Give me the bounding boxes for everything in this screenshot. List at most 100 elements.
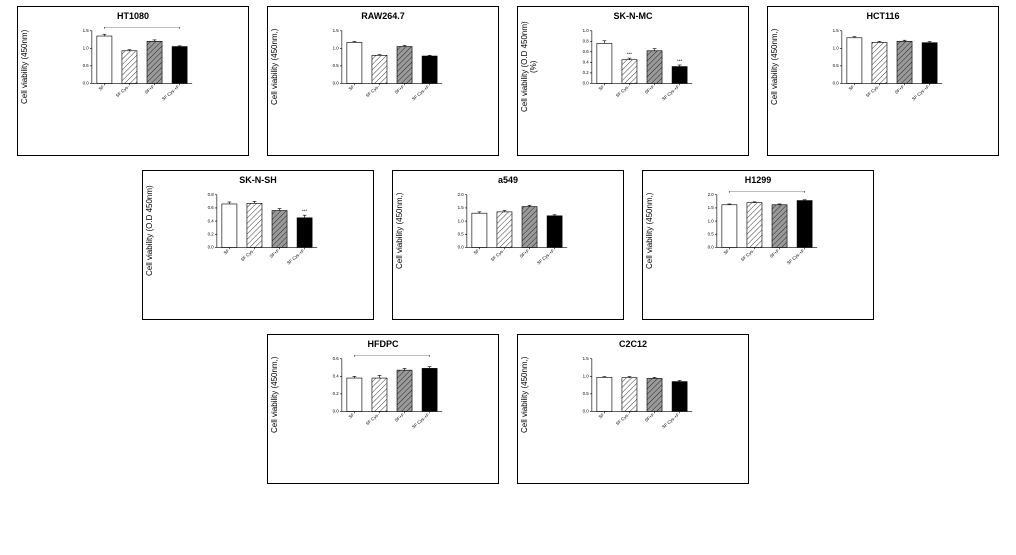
chart-row: HFDPCCell viability (450nm,)0.00.20.40.6… [0,320,1016,484]
chart-title: SK-N-MC [518,11,748,21]
bar [97,36,112,83]
x-tick-label: SF+F [144,84,156,95]
x-tick-label: SF Cys-+F [911,84,931,102]
bar [347,42,362,83]
bar [622,60,637,84]
chart-svg: 0.00.51.01.5SFSF Cys-SF+FSF Cys-+F* [562,355,722,439]
bar [422,56,437,83]
x-tick-label: SF+F [894,84,906,95]
significance-label: *** [677,58,682,63]
bar [347,378,362,411]
y-tick-label: 0.8 [583,39,590,44]
bar [647,378,662,411]
y-tick-label: 1.5 [583,356,590,361]
y-tick-label: 0.6 [583,49,590,54]
x-tick-label: SF Cys- [490,248,506,262]
chart-panel-ht1080: HT1080Cell viability (450nm)0.00.51.01.5… [17,6,249,156]
bar [372,378,387,411]
x-tick-label: SF Cys- [615,412,631,426]
y-tick-label: 0.0 [83,81,90,86]
y-tick-label: 2.0 [458,192,465,197]
y-tick-label: 0.0 [208,245,215,250]
y-tick-label: 0.5 [833,63,840,68]
x-tick-label: SF+F [269,248,281,259]
y-tick-label: 0.5 [333,63,340,68]
chart-svg: 0.00.20.40.6SFSF Cys-SF+FSF Cys-+F**** [312,355,472,439]
bar [122,51,137,84]
bar [772,205,787,248]
x-tick-label: SF+F [394,412,406,423]
bar [472,213,487,247]
chart-panel-sknsh: SK-N-SHCell viability (O.D 450nm) 0.0 0.2 0… [142,170,374,320]
chart-svg: 0.00.51.01.52.0SFSF Cys-SF+FSF Cys-+F*** [437,191,597,275]
significance-label: *** [302,209,307,214]
bar [922,43,937,84]
x-tick-label: SF Cys-+F [161,84,181,102]
x-tick-label: SF Cys-+F [286,248,306,266]
chart-title: RAW264.7 [268,11,498,21]
x-tick-label: SF Cys- [740,248,756,262]
chart-svg: 0.00.51.01.5SFSF Cys-SF+FSF Cys-+F******… [62,27,222,111]
x-tick-label: SF Cys-+F [411,84,431,102]
y-tick-label: 0.2 [333,391,340,396]
figure-grid: { "global": { "x_categories": ["SF", "SF… [0,0,1016,555]
y-tick-label: 0.0 [333,81,340,86]
bar [747,203,762,248]
bar [847,38,862,84]
x-tick-label: SF+F [644,412,656,423]
bar [672,67,687,84]
y-tick-label: 1.5 [83,28,90,33]
bar [497,212,512,248]
bar [622,378,637,412]
y-tick-label: 0.0 [583,81,590,86]
bar [647,51,662,84]
chart-panel-sknmc: SK-N-MCCell viability (O.D 450nm) (%)0.0… [517,6,749,156]
chart-title: H1299 [643,175,873,185]
x-tick-label: SF Cys- [615,84,631,98]
y-tick-label: 1.5 [333,28,340,33]
chart-title: HT1080 [18,11,248,21]
y-axis-label: Cell viability (450nm) [20,19,32,115]
bar [422,368,437,411]
y-axis-label: Cell viability (450nm,) [270,347,282,443]
x-tick-label: SF+F [394,84,406,95]
y-tick-label: 0.8 [208,192,215,197]
chart-row: SK-N-SHCell viability (O.D 450nm) 0.0 0.2 0… [0,156,1016,320]
x-tick-label: SF Cys-+F [411,412,431,430]
y-tick-label: 1.0 [708,218,715,223]
y-tick-label: 0.5 [458,232,465,237]
y-axis-label: Cell viability (450nm,) [395,183,407,279]
bar [147,41,162,83]
chart-svg: 0.00.20.40.60.8SFSF Cys-SF+FSF Cys-+F***… [187,191,347,275]
bar [522,207,537,248]
y-axis-label: Cell viability (450nm,) [270,19,282,115]
bar [872,42,887,83]
y-tick-label: 0.0 [333,409,340,414]
y-tick-label: 1.0 [83,46,90,51]
chart-panel-hct116: HCT116Cell viability (450nm,)0.00.51.01.… [767,6,999,156]
chart-svg: 0.00.20.40.60.81.0SFSF Cys-SF+FSF Cys-+F… [562,27,722,111]
y-tick-label: 1.0 [458,218,465,223]
y-tick-label: 0.6 [333,356,340,361]
bar [672,382,687,412]
y-tick-label: 1.0 [583,374,590,379]
bar [372,55,387,83]
chart-title: SK-N-SH [143,175,373,185]
x-tick-label: SF+F [769,248,781,259]
y-tick-label: 0.2 [583,70,590,75]
chart-panel-h1299: H1299Cell viability (450nm,)0.00.51.01.5… [642,170,874,320]
x-tick-label: SF Cys- [115,84,131,98]
x-tick-label: SF+F [519,248,531,259]
y-axis-label: Cell viability (450nm,) [770,19,782,115]
y-tick-label: 1.0 [833,46,840,51]
y-tick-label: 0.2 [208,232,215,237]
x-tick-label: SF Cys- [865,84,881,98]
chart-title: C2C12 [518,339,748,349]
x-tick-label: SF Cys-+F [661,84,681,102]
bar [397,370,412,411]
bar [397,47,412,84]
bar [597,43,612,83]
y-axis-label: Cell viability (O.D 450nm) [145,183,157,279]
chart-panel-hfdpc: HFDPCCell viability (450nm,)0.00.20.40.6… [267,334,499,484]
y-axis-label: Cell viability (450nm,) [645,183,657,279]
